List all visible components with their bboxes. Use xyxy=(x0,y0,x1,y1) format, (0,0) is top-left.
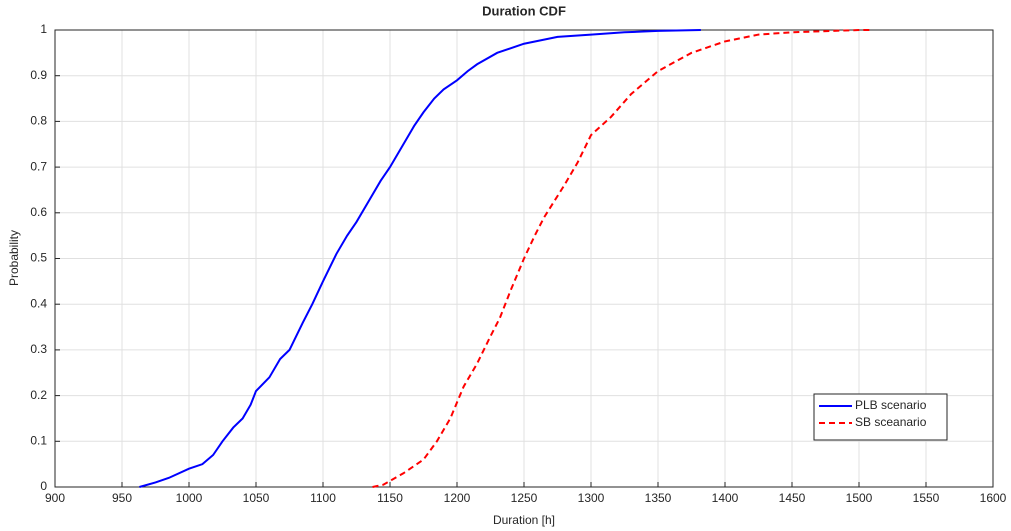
x-tick-label: 1500 xyxy=(846,491,873,505)
y-tick-label: 0.4 xyxy=(30,296,47,310)
x-tick-label: 1000 xyxy=(176,491,203,505)
y-tick-label: 0.9 xyxy=(30,68,47,82)
chart-title: Duration CDF xyxy=(482,3,566,18)
series-line xyxy=(139,29,701,488)
y-tick-label: 0.6 xyxy=(30,205,47,219)
x-tick-label: 1450 xyxy=(779,491,806,505)
x-tick-label: 1200 xyxy=(444,491,471,505)
y-tick-label: 0.5 xyxy=(30,251,47,265)
x-tick-label: 1300 xyxy=(578,491,605,505)
y-tick-label: 1 xyxy=(40,22,47,36)
x-axis-label: Duration [h] xyxy=(493,513,555,527)
series-line xyxy=(372,29,870,488)
x-tick-label: 1400 xyxy=(712,491,739,505)
legend-label: SB sceanario xyxy=(855,415,927,429)
x-tick-label: 1150 xyxy=(377,491,403,505)
x-tick-label: 1550 xyxy=(913,491,940,505)
x-tick-label: 1250 xyxy=(511,491,538,505)
y-tick-label: 0.7 xyxy=(30,159,47,173)
y-tick-label: 0.2 xyxy=(30,388,47,402)
x-tick-label: 1100 xyxy=(310,491,336,505)
x-tick-label: 1600 xyxy=(980,491,1007,505)
legend-label: PLB scenario xyxy=(855,398,927,412)
x-tick-label: 900 xyxy=(45,491,65,505)
x-tick-label: 1050 xyxy=(243,491,270,505)
x-tick-label: 950 xyxy=(112,491,132,505)
y-tick-label: 0.1 xyxy=(30,433,47,447)
legend-box xyxy=(813,393,948,441)
y-axis-label: Probability xyxy=(7,230,21,286)
y-tick-label: 0.3 xyxy=(30,342,47,356)
y-tick-label: 0.8 xyxy=(30,114,47,128)
x-tick-label: 1350 xyxy=(645,491,672,505)
plot-frame xyxy=(54,29,994,488)
y-tick-label: 0 xyxy=(40,479,47,493)
